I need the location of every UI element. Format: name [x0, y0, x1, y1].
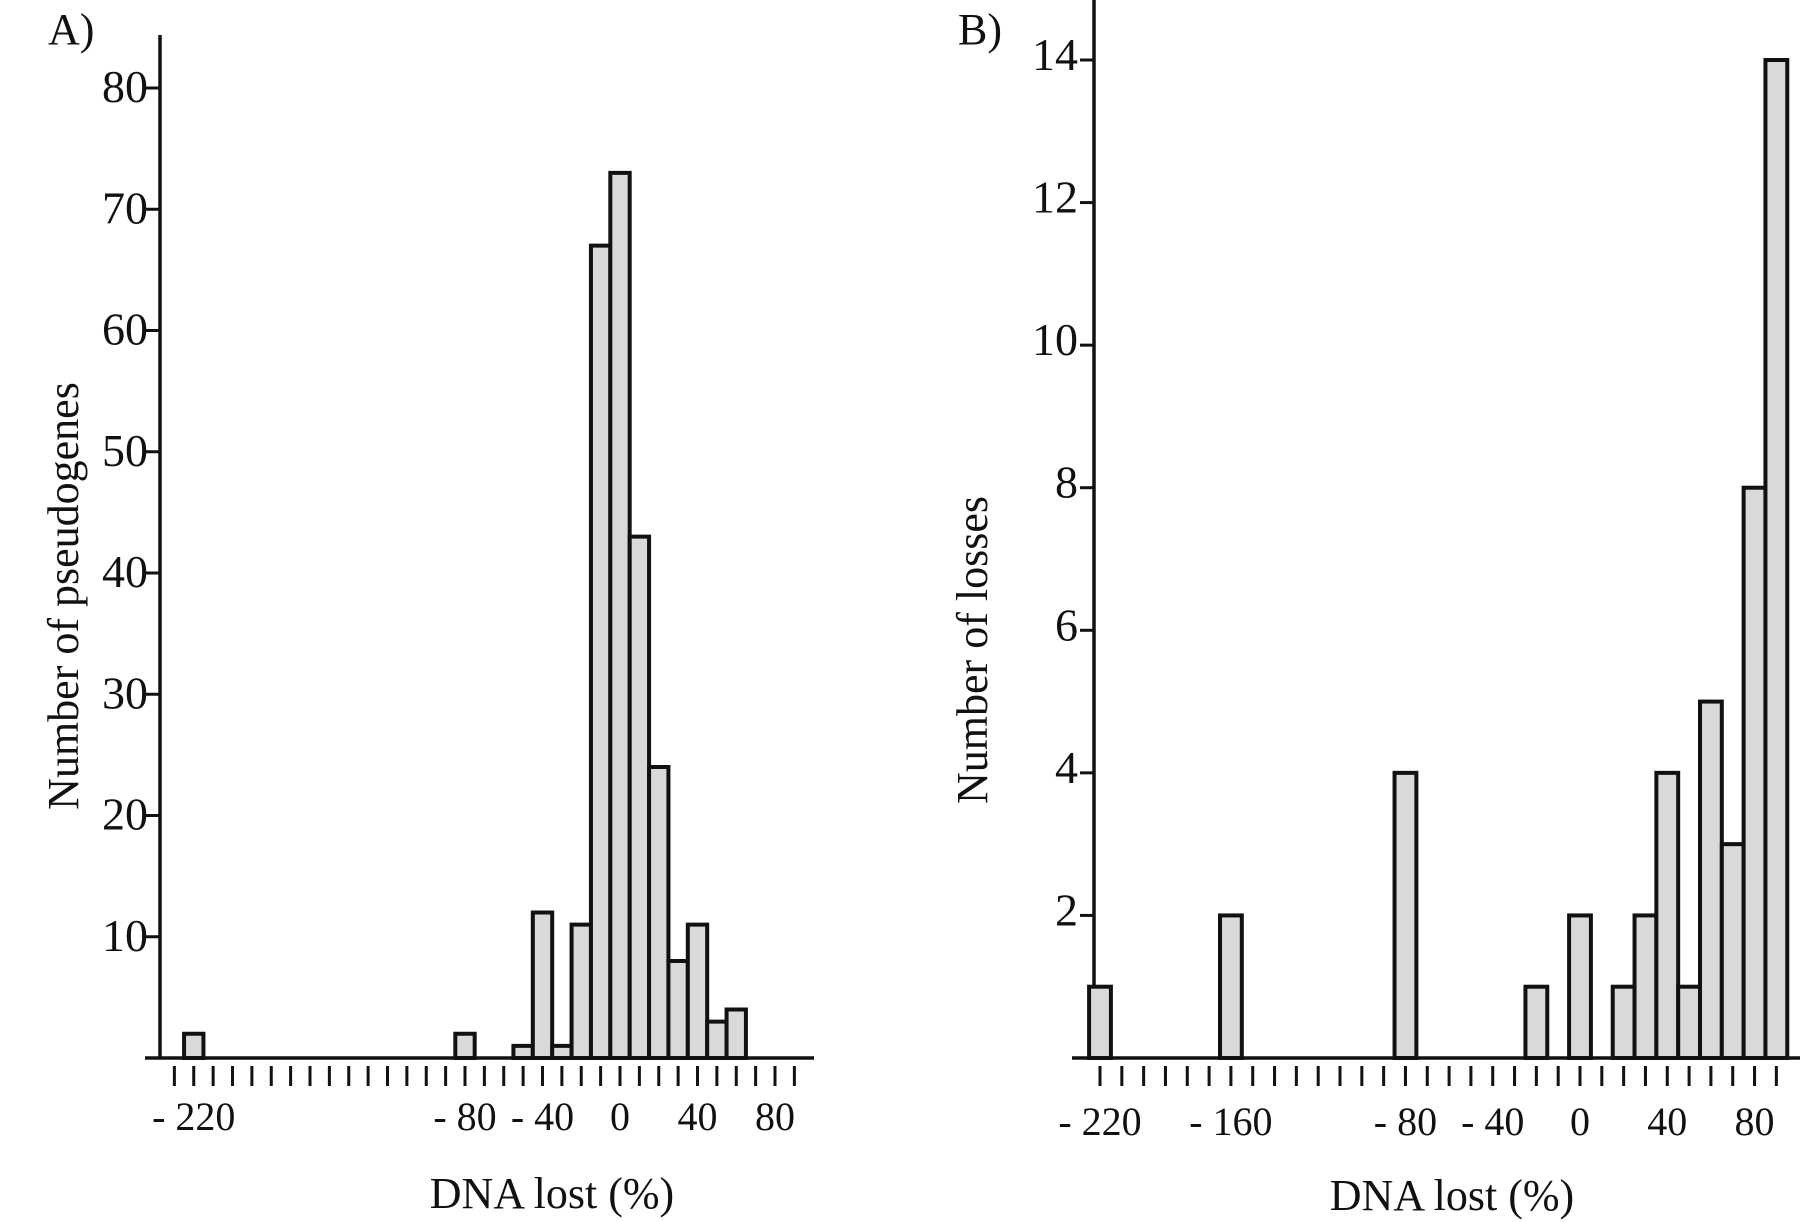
panel-b-bar — [1632, 913, 1659, 1061]
panel-b-x-tick-label: 80 — [1735, 1099, 1775, 1144]
panel-b-x-tick-label: - 220 — [1058, 1099, 1141, 1144]
panel-b-x-tick-label: - 160 — [1189, 1099, 1272, 1144]
panel-b-letter: B) — [958, 5, 1002, 54]
panel-a-bar — [705, 1019, 729, 1060]
panel-a-bar — [550, 1043, 574, 1060]
panel-a-bar — [511, 1043, 535, 1060]
panel-b-x-tick-label: 0 — [1570, 1099, 1590, 1144]
panel-a-x-tick-label: - 40 — [511, 1094, 574, 1139]
panel-b-bar — [1523, 984, 1550, 1061]
panel-a-x-axis-label: DNA lost (%) — [430, 1169, 674, 1218]
panel-b-bar — [1719, 842, 1746, 1061]
panel-b-bar — [1676, 984, 1702, 1061]
panel-b-bar — [1741, 485, 1768, 1060]
panel-b-x-axis-label: DNA lost (%) — [1330, 1171, 1574, 1220]
panel-a-y-tick-label: 60 — [102, 304, 148, 355]
panel-b-bar — [1697, 699, 1724, 1060]
panel-b-y-tick-label: 14 — [1032, 29, 1078, 80]
panel-a-bars — [182, 170, 748, 1060]
panel-a-x-tick-label: - 80 — [433, 1094, 496, 1139]
panel-b-bar — [1654, 770, 1681, 1060]
panel-a-x-tick-label: 0 — [610, 1094, 630, 1139]
panel-a: A) 10 20 30 40 50 60 70 80 - 220 - 80 - 40 0 40 80 N… — [39, 5, 814, 1218]
panel-a-y-tick-label: 50 — [102, 425, 148, 476]
panel-a-letter: A) — [48, 5, 94, 54]
panel-b: B) 2 4 6 8 10 12 14 - 220 - 160 - 80 - 40 0 40 80 Nu… — [948, 0, 1800, 1220]
panel-b-bar — [1218, 913, 1244, 1061]
panel-b-x-ticks: - 220 - 160 - 80 - 40 0 40 80 — [1058, 1066, 1778, 1144]
panel-a-bar — [569, 922, 593, 1060]
panel-b-bar — [1610, 984, 1637, 1061]
panel-a-bar — [453, 1031, 477, 1060]
panel-a-y-tick-label: 40 — [102, 546, 148, 597]
panel-b-y-tick-label: 6 — [1055, 599, 1078, 650]
panel-b-bar — [1567, 913, 1593, 1061]
panel-b-y-ticks: 2 4 6 8 10 12 14 — [1032, 29, 1094, 935]
panel-b-x-tick-label: - 80 — [1374, 1099, 1437, 1144]
panel-a-y-axis-label: Number of pseudogenes — [39, 382, 88, 810]
panel-a-bar — [647, 765, 671, 1060]
panel-a-y-tick-label: 80 — [102, 61, 148, 112]
panel-a-y-tick-label: 70 — [102, 182, 148, 233]
panel-a-y-tick-label: 10 — [102, 910, 148, 961]
panel-b-y-axis-label: Number of losses — [948, 496, 997, 804]
panel-a-bar — [685, 922, 710, 1060]
panel-b-x-tick-label: - 40 — [1461, 1099, 1524, 1144]
panel-a-x-tick-label: 40 — [678, 1094, 718, 1139]
panel-a-bar — [724, 1007, 748, 1060]
panel-a-bar — [530, 910, 555, 1060]
panel-b-x-tick-label: 40 — [1647, 1099, 1687, 1144]
panel-a-y-ticks: 10 20 30 40 50 60 70 80 — [102, 61, 160, 961]
panel-a-bar — [627, 534, 652, 1060]
panel-a-bar — [666, 959, 690, 1060]
panel-b-y-tick-label: 8 — [1055, 457, 1078, 508]
panel-a-bar — [588, 243, 613, 1060]
panel-a-bar — [608, 170, 632, 1060]
panel-b-y-tick-label: 2 — [1055, 884, 1078, 935]
panel-a-y-tick-label: 30 — [102, 667, 148, 718]
panel-b-bar — [1087, 984, 1113, 1061]
panel-b-bar — [1392, 770, 1419, 1060]
panel-b-y-tick-label: 10 — [1032, 314, 1078, 365]
panel-b-bars — [1087, 58, 1790, 1061]
panel-b-y-tick-label: 4 — [1055, 742, 1078, 793]
panel-a-y-tick-label: 20 — [102, 789, 148, 840]
panel-a-x-ticks: - 220 - 80 - 40 0 40 80 — [152, 1066, 796, 1139]
panel-a-x-tick-label: 80 — [755, 1094, 795, 1139]
panel-b-y-tick-label: 12 — [1032, 172, 1078, 223]
panel-a-x-tick-label: - 220 — [152, 1094, 235, 1139]
panel-a-bar — [182, 1031, 206, 1060]
panel-b-bar — [1763, 58, 1790, 1060]
